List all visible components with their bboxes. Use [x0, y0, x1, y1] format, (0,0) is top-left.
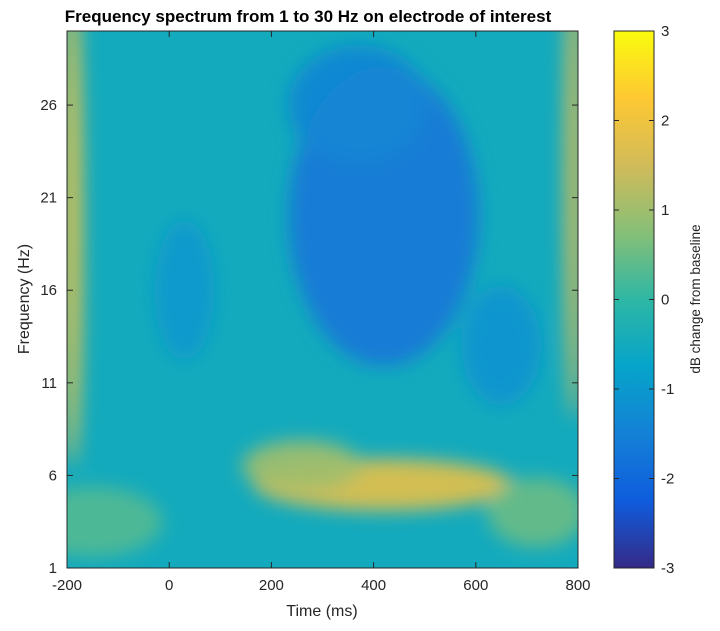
y-tick-label: 11 [41, 375, 57, 392]
colorbar-tick-label: -2 [661, 471, 674, 488]
y-tick-label: 26 [40, 97, 57, 114]
y-tick-label: 6 [49, 467, 57, 484]
colorbar-tick-label: -1 [661, 381, 674, 398]
x-tick-label: 600 [463, 577, 488, 594]
x-tick-label: 0 [165, 577, 173, 594]
heatmap-blob [564, 31, 578, 420]
plot-frame [66, 30, 579, 569]
y-axis-label: Frequency (Hz) [16, 244, 33, 354]
watermark: 知乎 @思影 [623, 595, 702, 612]
heatmap-blob [154, 220, 215, 361]
x-axis-label: Time (ms) [286, 603, 357, 620]
heatmap-blob [242, 440, 363, 493]
colorbar-axis: -3 -2 -1 0 1 2 3 [614, 23, 674, 577]
colorbar-tick-label: -3 [661, 560, 674, 577]
y-tick-label: 16 [40, 282, 57, 299]
y-tick-label: 21 [40, 190, 57, 207]
colorbar-tick-label: 1 [661, 202, 669, 219]
colorbar-gradient [613, 30, 655, 569]
chart-title: Frequency spectrum from 1 to 30 Hz on el… [65, 7, 552, 26]
x-tick-label: 800 [565, 577, 590, 594]
heatmap-features [67, 31, 578, 557]
heatmap-blob [487, 477, 578, 548]
x-axis: -200 0 200 400 600 800 [52, 31, 591, 594]
x-tick-label: -200 [52, 577, 82, 594]
heatmap-blob [67, 31, 83, 467]
y-tick-label: 1 [49, 560, 57, 577]
colorbar-tick-label: 0 [661, 292, 669, 309]
colorbar: -3 -2 -1 0 1 2 3 dB change from baseline [613, 23, 703, 577]
x-tick-label: 400 [361, 577, 386, 594]
colorbar-label: dB change from baseline [688, 224, 703, 373]
plot-area [67, 31, 578, 568]
colorbar-tick-label: 2 [661, 113, 669, 130]
colorbar-tick-label: 3 [661, 23, 669, 40]
heatmap-blob [461, 285, 542, 406]
heatmap-blob [67, 486, 163, 557]
x-tick-label: 200 [259, 577, 284, 594]
heatmap-blob [288, 45, 429, 166]
